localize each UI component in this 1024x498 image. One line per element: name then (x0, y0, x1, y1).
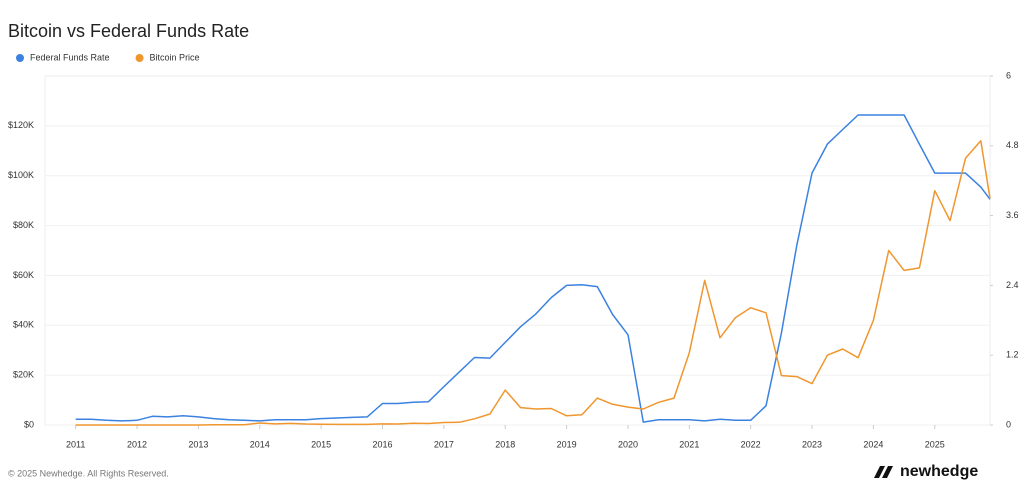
x-tick-label: 2025 (925, 439, 945, 449)
legend-marker (135, 54, 144, 62)
x-tick-label: 2021 (679, 439, 699, 449)
x-tick-label: 2022 (741, 439, 761, 449)
x-tick-label: 2012 (127, 439, 147, 449)
y2-tick-label: 1.2 (1006, 350, 1019, 360)
legend-label: Bitcoin Price (150, 52, 200, 62)
legend-marker (16, 54, 24, 62)
x-tick-label: 2014 (250, 439, 270, 449)
y2-tick-label: 4.8 (1006, 140, 1019, 150)
legend-label: Federal Funds Rate (30, 52, 110, 62)
x-tick-label: 2015 (311, 439, 331, 449)
plot-frame (44, 75, 991, 426)
series-line (75, 114, 991, 423)
brand: newhedge (900, 463, 978, 480)
x-tick-label: 2024 (863, 439, 883, 449)
y-tick-label: $20K (13, 370, 34, 380)
x-tick-label: 2019 (557, 439, 577, 449)
y-tick-label: $60K (13, 270, 34, 280)
y-tick-label: $0 (24, 419, 34, 429)
y2-tick-label: 0 (1006, 419, 1011, 429)
chart-title: Bitcoin vs Federal Funds Rate (8, 21, 249, 41)
copyright: © 2025 Newhedge. All Rights Reserved. (8, 468, 169, 478)
x-tick-label: 2018 (495, 439, 515, 449)
legend: Federal Funds Rate Bitcoin Price (16, 52, 200, 62)
brand-logo (874, 466, 893, 478)
x-tick-label: 2016 (372, 439, 392, 449)
x-tick-label: 2023 (802, 439, 822, 449)
x-tick-label: 2017 (434, 439, 454, 449)
y-tick-label: $100K (8, 170, 34, 180)
series-line (75, 140, 991, 426)
x-tick-label: 2011 (66, 439, 85, 449)
y2-tick-label: 6 (1006, 70, 1011, 80)
x-tick-label: 2020 (618, 439, 638, 449)
x-tick-label: 2013 (188, 439, 208, 449)
y2-tick-label: 3.6 (1006, 210, 1019, 220)
y-tick-label: $120K (8, 120, 34, 130)
y-tick-label: $80K (13, 220, 34, 230)
y-tick-label: $40K (13, 320, 34, 330)
y2-tick-label: 2.4 (1006, 280, 1019, 290)
